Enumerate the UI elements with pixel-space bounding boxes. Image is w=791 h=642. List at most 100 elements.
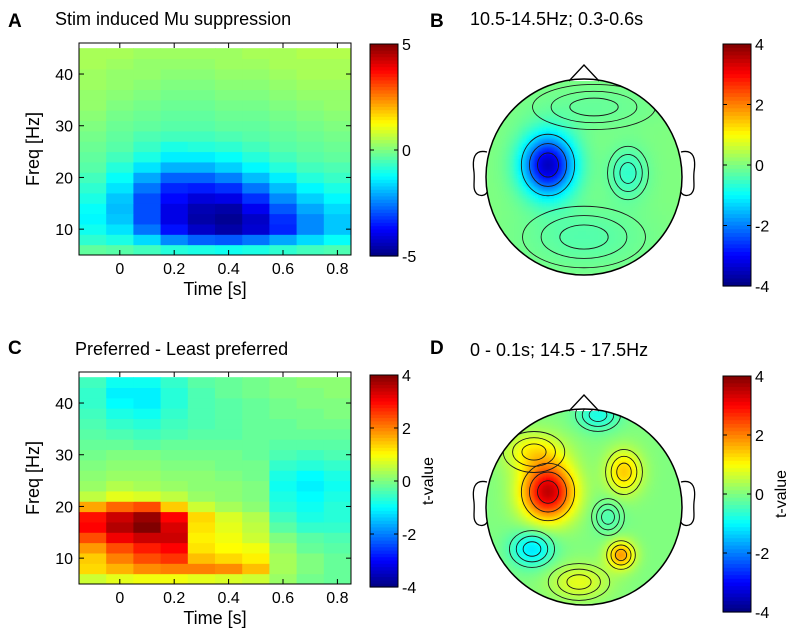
topo-cell bbox=[630, 557, 635, 562]
colorbar-segment bbox=[370, 388, 398, 393]
topo-cell bbox=[626, 207, 631, 212]
topo-cell bbox=[546, 115, 551, 120]
topo-cell bbox=[618, 191, 623, 196]
topo-cell bbox=[574, 163, 579, 168]
topo-cell bbox=[498, 485, 503, 490]
topo-cell bbox=[546, 541, 551, 546]
topo-cell bbox=[654, 103, 659, 108]
topo-cell bbox=[586, 259, 591, 264]
topo-cell bbox=[550, 135, 555, 140]
topo-cell bbox=[662, 251, 667, 256]
topo-cell bbox=[594, 215, 599, 220]
topo-cell bbox=[514, 135, 519, 140]
topo-cell bbox=[650, 135, 655, 140]
topo-cell bbox=[574, 231, 579, 236]
topo-cell bbox=[666, 247, 671, 252]
topo-cell bbox=[654, 83, 659, 88]
topo-cell bbox=[606, 545, 611, 550]
topo-cell bbox=[574, 251, 579, 256]
heatmap-cell bbox=[79, 418, 107, 430]
colorbar-segment bbox=[370, 176, 398, 181]
heatmap-cell bbox=[215, 521, 243, 533]
topo-cell bbox=[610, 429, 615, 434]
topo-cell bbox=[530, 247, 535, 252]
topo-cell bbox=[530, 231, 535, 236]
topo-cell bbox=[570, 207, 575, 212]
topo-cell bbox=[650, 271, 655, 275]
topo-cell bbox=[610, 473, 615, 478]
colorbar-segment bbox=[723, 59, 751, 64]
topo-cell bbox=[630, 533, 635, 538]
topo-cell bbox=[502, 139, 507, 144]
topo-cell bbox=[666, 91, 671, 96]
topo-cell bbox=[602, 239, 607, 244]
topo-cell bbox=[674, 497, 679, 502]
topo-cell bbox=[554, 91, 559, 96]
topo-cell bbox=[534, 271, 539, 275]
topo-cell bbox=[590, 215, 595, 220]
topo-cell bbox=[566, 79, 571, 84]
topo-cell bbox=[562, 461, 567, 466]
topo-cell bbox=[554, 469, 559, 474]
topo-cell bbox=[566, 159, 571, 164]
colorbar-segment bbox=[370, 93, 398, 98]
topo-cell bbox=[654, 183, 659, 188]
topo-cell bbox=[486, 433, 491, 438]
topo-cell bbox=[546, 207, 551, 212]
topo-cell bbox=[598, 441, 603, 446]
topo-cell bbox=[642, 493, 647, 498]
heatmap-cell bbox=[323, 480, 352, 492]
topo-cell bbox=[614, 139, 619, 144]
topo-cell bbox=[618, 147, 623, 152]
topo-cell bbox=[506, 545, 511, 550]
topo-cell bbox=[486, 243, 491, 248]
topo-cell bbox=[542, 251, 547, 256]
topo-cell bbox=[674, 227, 679, 232]
colorbar-segment bbox=[370, 113, 398, 118]
topo-cell bbox=[558, 211, 563, 216]
colorbar-segment bbox=[370, 481, 398, 485]
heatmap-cell bbox=[133, 490, 162, 502]
topo-cell bbox=[522, 485, 527, 490]
topo-cell bbox=[670, 235, 675, 240]
topo-cell bbox=[550, 417, 555, 422]
contour-line bbox=[522, 205, 646, 269]
topo-cell bbox=[522, 151, 527, 156]
y-axis-label-c: Freq [Hz] bbox=[23, 441, 43, 515]
topo-cell bbox=[578, 115, 583, 120]
topo-cell bbox=[534, 549, 539, 554]
topo-cell bbox=[650, 167, 655, 172]
topo-cell bbox=[654, 247, 659, 252]
topo-cell bbox=[590, 115, 595, 120]
topo-cell bbox=[578, 501, 583, 506]
topo-cell bbox=[678, 267, 682, 272]
topo-cell bbox=[502, 481, 507, 486]
heatmap-cell bbox=[323, 223, 352, 235]
topo-cell bbox=[662, 167, 667, 172]
topo-cell bbox=[666, 521, 671, 526]
topo-cell bbox=[606, 509, 611, 514]
topo-cell bbox=[574, 95, 579, 100]
topo-cell bbox=[550, 139, 555, 144]
topo-cell bbox=[626, 513, 631, 518]
heatmap-cell bbox=[269, 501, 298, 513]
topo-cell bbox=[534, 191, 539, 196]
topo-cell bbox=[510, 223, 515, 228]
topo-cell bbox=[598, 171, 603, 176]
topo-cell bbox=[578, 203, 583, 208]
topo-cell bbox=[578, 445, 583, 450]
topo-cell bbox=[502, 489, 507, 494]
topo-cell bbox=[498, 561, 503, 566]
topo-cell bbox=[654, 255, 659, 260]
topo-cell bbox=[514, 215, 519, 220]
topo-cell bbox=[654, 231, 659, 236]
heatmap-cell bbox=[79, 573, 107, 585]
topo-cell bbox=[498, 111, 503, 116]
topo-cell bbox=[514, 461, 519, 466]
topo-cell bbox=[674, 107, 679, 112]
colorbar-segment bbox=[370, 189, 398, 194]
topo-cell bbox=[558, 215, 563, 220]
topo-cell bbox=[550, 203, 555, 208]
topo-cell bbox=[594, 529, 599, 534]
topo-cell bbox=[646, 103, 651, 108]
